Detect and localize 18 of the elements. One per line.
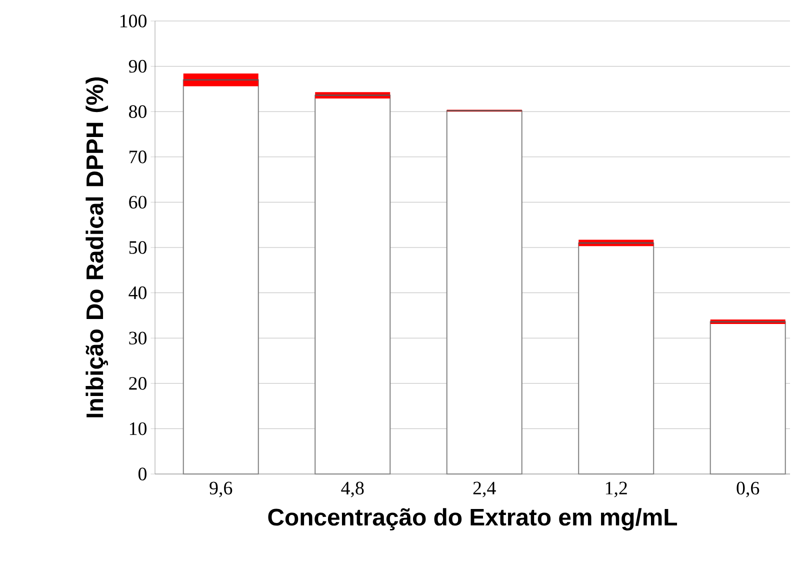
x-tick-label: 1,2	[606, 482, 627, 498]
y-tick-label: 10	[130, 422, 146, 436]
x-tick-label: 4,8	[341, 482, 364, 498]
y-tick-label: 50	[129, 241, 146, 254]
x-axis-title: Concentração do Extrato em mg/mL	[268, 508, 678, 530]
y-tick-label: 90	[128, 60, 146, 73]
y-tick-label: 0	[138, 468, 146, 480]
y-tick-label: 100	[120, 14, 146, 28]
y-tick-label: 40	[128, 286, 146, 300]
y-tick-label: 20	[129, 377, 146, 390]
x-tick-label: 0,6	[736, 482, 760, 498]
y-tick-label: 80	[129, 105, 146, 118]
x-tick-label: 9,6	[210, 482, 232, 498]
y-tick-label: 60	[129, 196, 146, 209]
y-tick-label: 30	[129, 332, 146, 344]
x-tick-label: 2,4	[473, 482, 496, 498]
y-axis-title: Inibição Do Radical DPPH (%)	[86, 77, 108, 418]
y-tick-label: 70	[130, 150, 146, 164]
